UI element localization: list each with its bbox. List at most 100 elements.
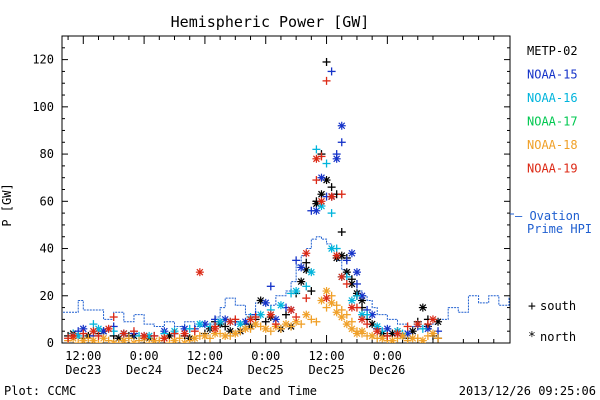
noaa-16-north-point bbox=[347, 296, 356, 305]
metp-02-south-point bbox=[282, 310, 290, 319]
legend-series-label: METP-02 bbox=[527, 44, 578, 58]
noaa-19-north-point bbox=[140, 331, 149, 340]
noaa-19-north-point bbox=[312, 154, 321, 163]
noaa-19-north-point bbox=[358, 315, 367, 324]
noaa-18-north-point bbox=[418, 336, 427, 343]
legend-marker-symbol: * bbox=[528, 330, 536, 345]
noaa-15-south-point bbox=[327, 67, 336, 76]
metp-02-south-point bbox=[327, 183, 336, 192]
metp-02-north-point bbox=[418, 303, 427, 312]
noaa-18-south-point bbox=[322, 303, 331, 312]
noaa-16-north-point bbox=[327, 244, 336, 253]
noaa-18-north-point bbox=[347, 324, 356, 333]
metp-02-south-point bbox=[337, 228, 346, 237]
noaa-16-south-point bbox=[352, 291, 361, 300]
noaa-15-south-point bbox=[342, 256, 351, 265]
legend-ovation-label: — Ovation bbox=[515, 209, 580, 223]
noaa-19-south-point bbox=[423, 320, 432, 329]
noaa-19-north-point bbox=[332, 251, 341, 260]
noaa-16-north-point bbox=[216, 317, 225, 326]
legend-series-label: NOAA-16 bbox=[527, 91, 578, 105]
noaa-18-north-point bbox=[231, 329, 240, 338]
noaa-19-north-point bbox=[393, 329, 402, 338]
noaa-18-north-point bbox=[180, 339, 189, 343]
noaa-16-south-point bbox=[185, 324, 194, 333]
noaa-18-north-point bbox=[89, 336, 98, 343]
noaa-18-south-point bbox=[312, 317, 321, 326]
x-tick-label: 12:00 bbox=[187, 349, 223, 363]
noaa-15-north-point bbox=[297, 263, 306, 272]
noaa-19-south-point bbox=[94, 331, 103, 340]
noaa-19-north-point bbox=[69, 331, 78, 340]
noaa-19-north-point bbox=[266, 310, 275, 319]
noaa-19-south-point bbox=[79, 329, 88, 338]
y-tick-label: 60 bbox=[40, 194, 54, 208]
noaa-15-north-point bbox=[337, 121, 346, 130]
noaa-18-north-point bbox=[302, 310, 311, 319]
noaa-16-south-point bbox=[322, 159, 331, 168]
noaa-18-north-point bbox=[79, 336, 88, 343]
noaa-15-south-point bbox=[352, 279, 361, 288]
noaa-19-north-point bbox=[104, 324, 113, 333]
noaa-18-north-point bbox=[119, 336, 128, 343]
noaa-18-south-point bbox=[434, 334, 443, 343]
x-tick-date-label: Dec25 bbox=[308, 363, 344, 377]
legend-marker-label: north bbox=[540, 330, 576, 344]
y-tick-label: 120 bbox=[32, 53, 54, 67]
y-tick-label: 80 bbox=[40, 147, 54, 161]
noaa-19-south-point bbox=[129, 327, 138, 336]
noaa-19-south-point bbox=[109, 313, 118, 322]
x-tick-date-label: Dec24 bbox=[126, 363, 162, 377]
x-tick-date-label: Dec25 bbox=[248, 363, 284, 377]
noaa-18-south-point bbox=[74, 339, 83, 343]
legend-series-label: NOAA-15 bbox=[527, 68, 578, 82]
x-axis-label: Date and Time bbox=[223, 384, 317, 398]
noaa-19-south-point bbox=[342, 279, 351, 288]
metp-02-north-point bbox=[297, 277, 306, 286]
noaa-15-south-point bbox=[292, 256, 301, 265]
noaa-15-south-point bbox=[266, 282, 275, 291]
noaa-16-south-point bbox=[312, 145, 321, 154]
noaa-16-south-point bbox=[302, 282, 311, 291]
noaa-16-south-point bbox=[89, 320, 98, 329]
x-tick-label: 12:00 bbox=[65, 349, 101, 363]
noaa-18-north-point bbox=[190, 334, 199, 343]
footer-timestamp: 2013/12/26 09:25:06 bbox=[459, 384, 596, 398]
noaa-16-north-point bbox=[307, 268, 316, 277]
noaa-19-south-point bbox=[170, 329, 179, 338]
noaa-15-north-point bbox=[368, 310, 377, 319]
noaa-16-north-point bbox=[256, 310, 265, 319]
noaa-19-north-point bbox=[327, 192, 336, 201]
noaa-18-north-point bbox=[408, 334, 417, 343]
noaa-16-south-point bbox=[418, 324, 427, 333]
noaa-19-north-point bbox=[246, 315, 255, 324]
noaa-18-north-point bbox=[337, 313, 346, 322]
y-tick-label: 20 bbox=[40, 289, 54, 303]
metp-02-south-point bbox=[261, 317, 270, 326]
noaa-19-north-point bbox=[337, 272, 346, 281]
y-tick-label: 40 bbox=[40, 242, 54, 256]
metp-02-south-point bbox=[322, 57, 331, 66]
noaa-19-north-point bbox=[428, 315, 437, 324]
legend-series-label: NOAA-18 bbox=[527, 138, 578, 152]
noaa-18-south-point bbox=[165, 339, 174, 343]
y-tick-label: 100 bbox=[32, 100, 54, 114]
x-tick-label: 0:00 bbox=[373, 349, 402, 363]
noaa-18-north-point bbox=[282, 320, 290, 329]
noaa-19-north-point bbox=[160, 334, 169, 343]
noaa-19-south-point bbox=[292, 313, 301, 322]
x-tick-label: 0:00 bbox=[130, 349, 159, 363]
noaa-18-north-point bbox=[251, 320, 260, 329]
noaa-16-north-point bbox=[292, 287, 301, 296]
noaa-15-north-point bbox=[332, 154, 341, 163]
legend-marker-label: south bbox=[540, 299, 576, 313]
noaa-19-north-point bbox=[287, 305, 296, 314]
plot-frame bbox=[61, 35, 511, 344]
plot-area bbox=[61, 35, 511, 344]
noaa-18-south-point bbox=[307, 315, 316, 324]
x-tick-label: 0:00 bbox=[251, 349, 280, 363]
noaa-16-south-point bbox=[327, 209, 336, 218]
x-tick-date-label: Dec26 bbox=[369, 363, 405, 377]
noaa-19-south-point bbox=[150, 331, 159, 340]
